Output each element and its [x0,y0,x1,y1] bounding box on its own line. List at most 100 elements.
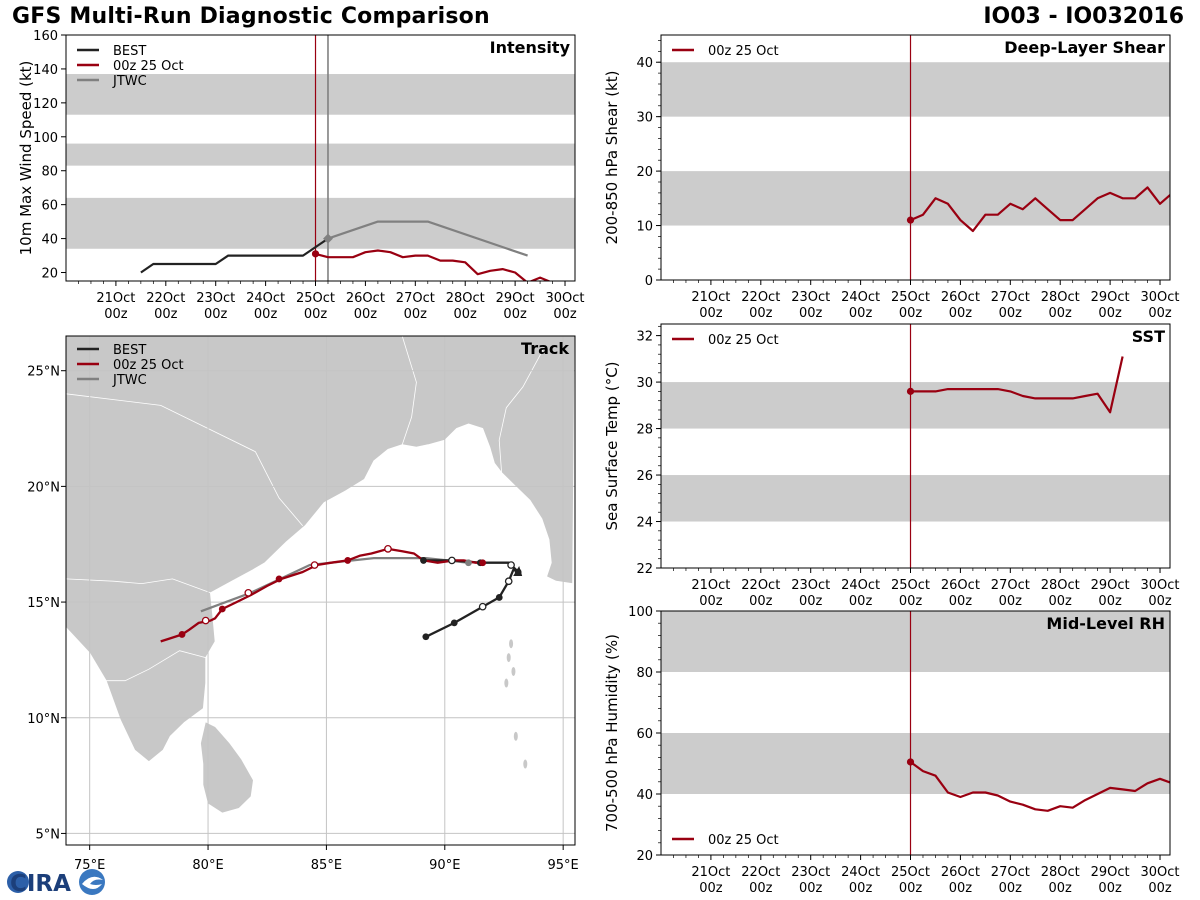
plot-frame [660,610,1171,856]
y-tick-label: 80 [636,666,653,681]
band-2 [66,74,575,115]
map-layer [66,336,575,845]
y-tick-label: 100 [628,605,653,620]
x-tick-label-hour: 00z [699,881,723,896]
x-tick-label-date: 30Oct [1141,578,1180,593]
x-tick-label-hour: 00z [154,307,178,322]
x-tick-label-hour: 00z [799,881,823,896]
x-tick-label-hour: 00z [799,306,823,321]
island [509,639,514,649]
y-tick-label: 40 [41,233,58,248]
x-tick-label-hour: 00z [849,594,873,609]
legend-label-jtwc: JTWC [112,74,147,89]
x-tick-label-hour: 00z [749,594,773,609]
band-0 [661,171,1170,226]
x-tick-label-hour: 00z [999,306,1023,321]
y-tick-label: 10 [636,220,653,235]
x-tick-label-date: 23Oct [791,290,830,305]
x-tick-label-date: 26Oct [346,291,385,306]
panel-title: Deep-Layer Shear [1004,38,1165,57]
x-tick-label-hour: 00z [1049,881,1073,896]
plot-frame [65,335,576,846]
track-point-run [218,605,226,613]
y-axis-label: 200-850 hPa Shear (kt) [603,71,621,245]
y-tick-label: 32 [636,330,653,345]
x-tick-label-date: 22Oct [146,291,185,306]
legend-label-run: 00z 25 Oct [708,333,779,348]
x-tick-label-hour: 00z [304,307,328,322]
x-tick-label-date: 28Oct [1041,578,1080,593]
run-start-point [906,758,915,766]
sst-chart: 22242628303221Oct00z22Oct00z23Oct00z24Oc… [603,323,1180,609]
x-tick-label-date: 29Oct [1091,865,1130,880]
track-point-open-best [504,577,513,586]
y-tick-label: 24 [636,516,653,531]
x-tick-label-date: 25Oct [891,865,930,880]
series-line-run [910,356,1124,414]
x-tick-label-date: 30Oct [1141,290,1180,305]
plot-frame [660,323,1171,569]
x-tick-label-date: 25Oct [891,578,930,593]
panel-title: Mid-Level RH [1046,614,1165,633]
x-tick-label-date: 22Oct [741,578,780,593]
y-axis-label: 10m Max Wind Speed (kt) [17,61,35,256]
x-tick-label-date: 30Oct [1141,865,1180,880]
lon-tick-label: 95°E [548,858,579,873]
y-tick-label: 140 [33,63,58,78]
track-point-best [495,594,503,601]
map-border [401,336,417,445]
track-point-open-best [507,561,515,569]
x-tick-label-hour: 00z [454,307,478,322]
lon-tick-label: 85°E [311,858,342,873]
x-tick-label-date: 24Oct [246,291,285,306]
land-sri-lanka [200,722,253,813]
map-border [66,578,211,594]
series-group [140,220,552,281]
x-tick-label-date: 25Oct [891,290,930,305]
x-tick-label-hour: 00z [699,306,723,321]
lon-tick-label: 90°E [429,858,460,873]
x-tick-label-hour: 00z [1098,881,1122,896]
series-line-best [140,237,329,274]
band-1 [66,143,575,166]
track-point-run [479,559,487,567]
x-tick-label-hour: 00z [749,306,773,321]
y-tick-label: 26 [636,469,653,484]
panel-title: SST [1132,327,1165,346]
x-tick-label-hour: 00z [553,307,577,322]
x-tick-label-hour: 00z [1148,594,1172,609]
lon-tick-label: 75°E [74,858,105,873]
x-tick-label-hour: 00z [949,594,973,609]
island [513,731,518,741]
lon-tick-label: 80°E [192,858,223,873]
panel-title: Intensity [490,38,571,57]
x-tick-label-date: 29Oct [1091,290,1130,305]
band-1 [661,611,1170,672]
lat-tick-label: 10°N [27,712,60,727]
x-tick-label-hour: 00z [999,881,1023,896]
y-tick-label: 0 [645,274,653,289]
track-point-run [178,631,186,638]
lat-tick-label: 20°N [27,480,60,495]
run-start-point [906,387,915,395]
y-tick-label: 160 [33,29,58,44]
cira-swirl-icon [79,869,105,895]
track-point-run [275,575,283,583]
x-tick-label-hour: 00z [404,307,428,322]
island [506,653,511,663]
x-tick-label-hour: 00z [949,306,973,321]
track-point-best [422,633,430,641]
island [511,666,516,676]
x-tick-label-date: 23Oct [791,865,830,880]
x-tick-label-hour: 00z [899,306,923,321]
plot-frame [660,34,1171,281]
x-tick-label-hour: 00z [354,307,378,322]
y-tick-label: 120 [33,97,58,112]
x-tick-label-hour: 00z [503,307,527,322]
shear-chart: 01020304021Oct00z22Oct00z23Oct00z24Oct00… [603,34,1180,321]
x-tick-label-hour: 00z [1049,306,1073,321]
legend-label-jtwc: JTWC [112,373,147,388]
land-india-myanmar [66,336,575,763]
cira-logo-text: CIRA [10,871,71,897]
y-tick-label: 20 [41,267,58,282]
